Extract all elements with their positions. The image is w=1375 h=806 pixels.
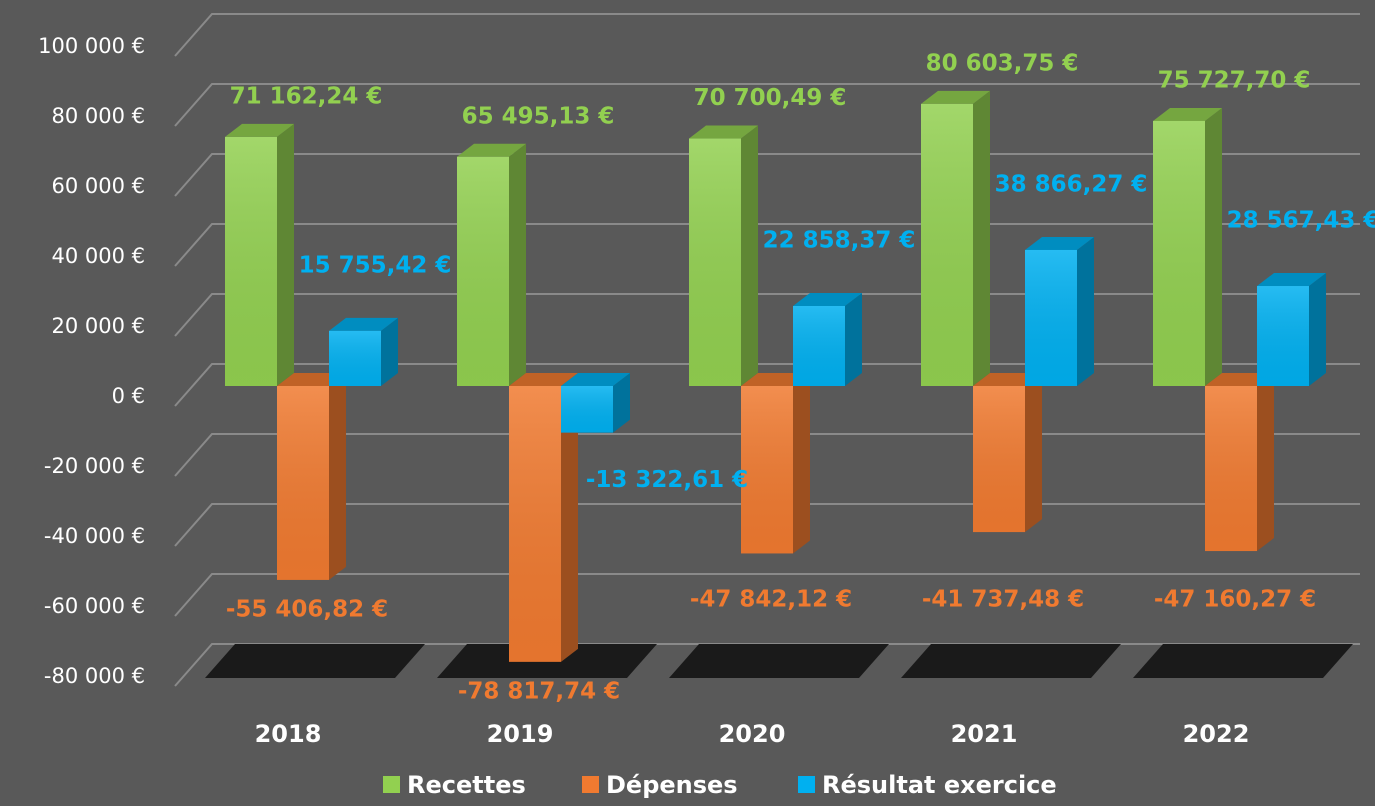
y-tick-label: -60 000 € (44, 594, 145, 618)
y-tick-label: 40 000 € (51, 244, 145, 268)
bar-top (277, 373, 346, 386)
y-tick-label: 0 € (112, 384, 145, 408)
legend-marker (798, 776, 815, 793)
bar-shade (457, 156, 509, 386)
bar-top (689, 125, 758, 139)
bar-shade (1153, 120, 1205, 386)
y-tick-label: 100 000 € (38, 34, 145, 58)
bar-top (973, 373, 1042, 386)
floor (1133, 644, 1353, 678)
bar-top (1025, 236, 1094, 250)
data-label: -78 817,74 € (458, 678, 620, 704)
grid-line (174, 83, 1360, 127)
bar-top (329, 317, 398, 331)
y-tick-label: -80 000 € (44, 664, 145, 688)
bar-side (613, 373, 630, 433)
bar-top (1205, 373, 1274, 386)
bar-shade (689, 138, 741, 386)
y-tick-label: -20 000 € (44, 454, 145, 478)
x-tick-label: 2021 (951, 720, 1018, 748)
bar-side (973, 90, 990, 386)
bar-shade (793, 305, 845, 386)
bar-top (741, 373, 810, 386)
legend-label: Résultat exercice (822, 771, 1057, 799)
y-tick-label: 20 000 € (51, 314, 145, 338)
bar-shade (329, 330, 381, 386)
x-tick-label: 2020 (719, 720, 786, 748)
data-label: -13 322,61 € (586, 467, 748, 493)
legend-marker (383, 776, 400, 793)
bar-shade (1205, 386, 1257, 552)
grid-line (174, 573, 1360, 617)
bar-shade (225, 136, 277, 386)
y-tick-label: 60 000 € (51, 174, 145, 198)
x-tick-label: 2018 (255, 720, 322, 748)
bar-top (921, 90, 990, 104)
bar-shade (1257, 286, 1309, 386)
data-label: 80 603,75 € (926, 50, 1079, 76)
bar-shade (921, 103, 973, 386)
legend-label: Dépenses (606, 771, 738, 799)
bar-shade (277, 386, 329, 580)
bar-side (1025, 373, 1042, 533)
bar-side (1309, 273, 1326, 386)
bar-side (381, 317, 398, 386)
bar-side (277, 123, 294, 386)
bar-shade (509, 386, 561, 662)
bar-top (793, 292, 862, 306)
floor (669, 644, 889, 678)
bar-side (561, 373, 578, 662)
grid-line (174, 13, 1360, 57)
bar-top (457, 143, 526, 157)
data-label: -55 406,82 € (226, 596, 388, 622)
bar-side (1205, 107, 1222, 386)
bar-side (1077, 236, 1094, 386)
bar-side (845, 292, 862, 386)
bar-top (1257, 273, 1326, 287)
data-label: -47 842,12 € (690, 587, 852, 613)
data-label: 75 727,70 € (1158, 67, 1311, 93)
bar-side (329, 373, 346, 580)
bar-top (225, 123, 294, 137)
data-label: 15 755,42 € (299, 252, 452, 278)
bar-shade (973, 386, 1025, 533)
bar-top (509, 373, 578, 386)
bar-top (561, 373, 630, 386)
bar-shade (741, 386, 793, 554)
floor (901, 644, 1121, 678)
data-label: 71 162,24 € (230, 83, 383, 109)
data-label: -47 160,27 € (1154, 587, 1316, 613)
floor (205, 644, 425, 678)
legend-marker (582, 776, 599, 793)
data-label: 70 700,49 € (694, 85, 847, 111)
bar-side (741, 125, 758, 387)
bar-top (1153, 107, 1222, 121)
x-tick-label: 2019 (487, 720, 554, 748)
bar-shade (561, 386, 613, 433)
bar-side (509, 143, 526, 386)
bar-shade (1025, 249, 1077, 386)
y-tick-label: 80 000 € (51, 104, 145, 128)
legend-label: Recettes (407, 771, 526, 799)
data-label: -41 737,48 € (922, 587, 1084, 613)
data-label: 65 495,13 € (462, 103, 615, 129)
x-tick-label: 2022 (1183, 720, 1250, 748)
data-label: 28 567,43 € (1227, 208, 1375, 234)
y-tick-label: -40 000 € (44, 524, 145, 548)
bar-side (1257, 373, 1274, 552)
bar-side (793, 373, 810, 554)
data-label: 22 858,37 € (763, 227, 916, 253)
data-label: 38 866,27 € (995, 171, 1148, 197)
